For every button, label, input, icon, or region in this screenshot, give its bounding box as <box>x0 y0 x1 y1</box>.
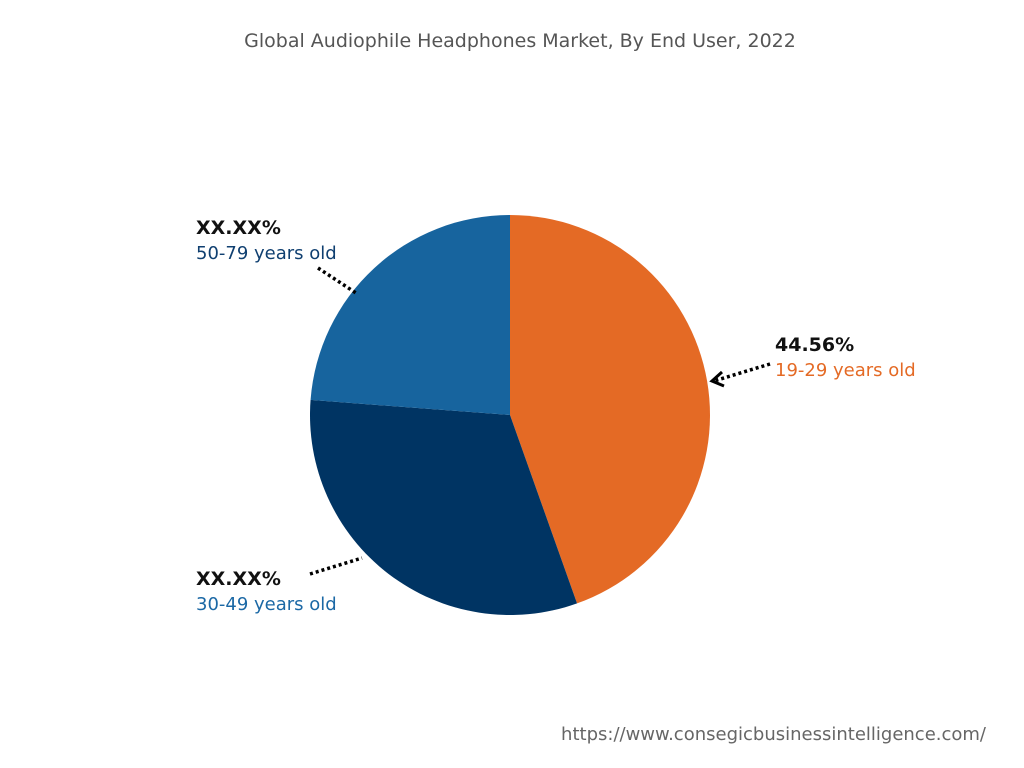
slice-value: 44.56% <box>775 334 855 356</box>
leader-line <box>317 266 357 295</box>
slice-value: XX.XX% <box>196 568 281 590</box>
label-50-79: XX.XX% 50-79 years old <box>196 215 337 267</box>
chart-title: Global Audiophile Headphones Market, By … <box>244 30 796 52</box>
slice-value: XX.XX% <box>196 217 281 239</box>
label-19-29: 44.56% 19-29 years old <box>775 332 916 384</box>
pie-slice-50-79-years-old <box>310 215 510 415</box>
label-30-49: XX.XX% 30-49 years old <box>196 566 337 618</box>
pie-slice-30-49-years-old <box>310 399 578 615</box>
leader-line <box>713 362 771 383</box>
slice-label: 19-29 years old <box>775 360 916 381</box>
slice-label: 50-79 years old <box>196 243 337 264</box>
slice-label: 30-49 years old <box>196 594 337 615</box>
pie-slice-19-29-years-old <box>510 215 710 604</box>
source-url[interactable]: https://www.consegicbusinessintelligence… <box>561 724 986 745</box>
arrowhead-icon <box>709 370 725 388</box>
